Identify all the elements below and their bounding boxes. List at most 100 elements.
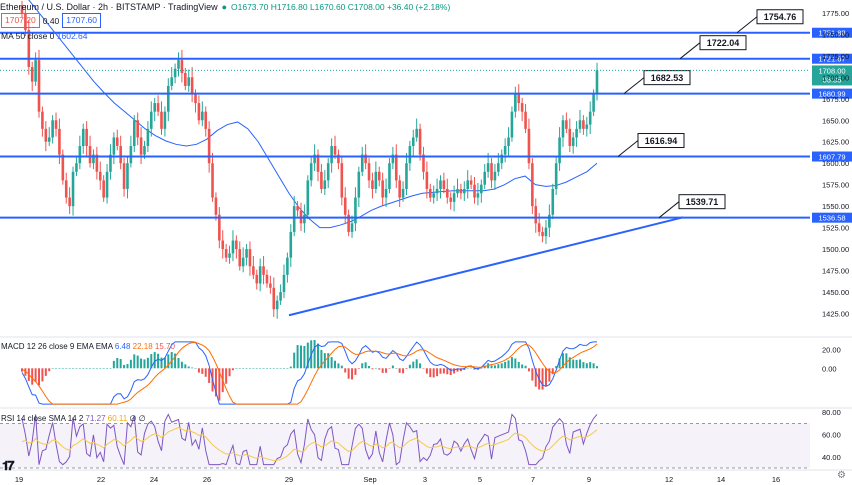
candle[interactable] xyxy=(415,128,418,138)
candle[interactable] xyxy=(548,214,551,228)
candle[interactable] xyxy=(258,266,262,284)
candle[interactable] xyxy=(422,154,425,172)
candle[interactable] xyxy=(357,171,361,198)
candle[interactable] xyxy=(459,188,463,194)
candle[interactable] xyxy=(75,163,78,172)
candles[interactable] xyxy=(20,0,599,319)
candle[interactable] xyxy=(34,60,37,82)
candle[interactable] xyxy=(78,146,82,164)
candle[interactable] xyxy=(510,111,514,138)
candle[interactable] xyxy=(24,12,27,31)
candle[interactable] xyxy=(377,171,381,181)
candle[interactable] xyxy=(578,120,582,129)
candle[interactable] xyxy=(207,128,211,164)
candle[interactable] xyxy=(143,146,146,155)
ma-legend[interactable]: MA 50 close 0 1602.64 xyxy=(1,31,88,41)
candle[interactable] xyxy=(85,128,88,147)
candle[interactable] xyxy=(197,103,201,121)
candle[interactable] xyxy=(306,180,310,215)
candle[interactable] xyxy=(146,128,150,147)
candle[interactable] xyxy=(354,197,357,224)
candle[interactable] xyxy=(483,171,487,185)
candle[interactable] xyxy=(81,128,85,147)
candle[interactable] xyxy=(588,111,592,125)
candle[interactable] xyxy=(394,154,398,181)
candle[interactable] xyxy=(592,94,595,112)
candle[interactable] xyxy=(235,240,238,250)
candle[interactable] xyxy=(54,120,58,129)
candle[interactable] xyxy=(58,128,61,155)
candle[interactable] xyxy=(160,111,163,129)
candle[interactable] xyxy=(367,163,371,181)
candle[interactable] xyxy=(401,188,405,198)
candle[interactable] xyxy=(520,103,524,112)
candle[interactable] xyxy=(371,180,374,189)
buy-button[interactable]: 1707.60 xyxy=(62,13,102,28)
candle[interactable] xyxy=(439,180,442,189)
candle[interactable] xyxy=(252,266,255,275)
candle[interactable] xyxy=(595,70,599,95)
candle[interactable] xyxy=(194,94,197,104)
candle[interactable] xyxy=(68,197,71,207)
candle[interactable] xyxy=(374,171,378,189)
candle[interactable] xyxy=(337,154,340,164)
candle[interactable] xyxy=(241,257,245,267)
gear-icon[interactable]: ⚙ xyxy=(837,470,846,481)
candle[interactable] xyxy=(486,163,490,172)
candle[interactable] xyxy=(316,154,320,172)
candle[interactable] xyxy=(313,154,316,164)
candle[interactable] xyxy=(139,137,143,155)
candle[interactable] xyxy=(449,197,452,202)
candle[interactable] xyxy=(364,154,367,164)
candle[interactable] xyxy=(551,188,555,215)
candle[interactable] xyxy=(398,180,401,198)
candle[interactable] xyxy=(95,154,99,172)
candle[interactable] xyxy=(279,292,282,301)
candle[interactable] xyxy=(561,120,565,138)
candle[interactable] xyxy=(71,171,75,207)
candle[interactable] xyxy=(469,180,473,185)
candle[interactable] xyxy=(262,266,265,275)
candle[interactable] xyxy=(167,85,170,112)
candle[interactable] xyxy=(428,188,432,198)
candle[interactable] xyxy=(173,68,177,78)
candle[interactable] xyxy=(490,163,493,181)
candle[interactable] xyxy=(466,180,470,189)
candle[interactable] xyxy=(418,128,422,155)
candle[interactable] xyxy=(565,120,568,129)
candle[interactable] xyxy=(388,163,391,189)
candle[interactable] xyxy=(527,128,531,164)
candle[interactable] xyxy=(214,197,218,215)
callout-box[interactable] xyxy=(756,9,804,25)
candle[interactable] xyxy=(129,146,133,164)
candle[interactable] xyxy=(248,249,252,267)
candle[interactable] xyxy=(473,184,476,198)
candle[interactable] xyxy=(531,163,534,207)
candle[interactable] xyxy=(112,137,116,155)
candle[interactable] xyxy=(61,154,65,181)
candle[interactable] xyxy=(347,214,350,232)
candle[interactable] xyxy=(238,249,242,267)
candle[interactable] xyxy=(303,214,306,224)
candle[interactable] xyxy=(480,184,483,194)
candle[interactable] xyxy=(340,163,344,198)
candle[interactable] xyxy=(132,120,136,147)
candle[interactable] xyxy=(514,94,517,112)
candle[interactable] xyxy=(456,188,459,194)
candle[interactable] xyxy=(201,111,204,121)
candle[interactable] xyxy=(343,197,347,215)
candle[interactable] xyxy=(88,146,92,164)
candle[interactable] xyxy=(534,206,538,224)
candle[interactable] xyxy=(20,6,24,13)
symbol-title[interactable]: Ethereum / U.S. Dollar · 2h · BITSTAMP ·… xyxy=(0,2,218,12)
candle[interactable] xyxy=(558,137,561,164)
candle[interactable] xyxy=(64,180,68,198)
candle[interactable] xyxy=(493,171,497,181)
candle[interactable] xyxy=(452,193,456,202)
candle[interactable] xyxy=(115,137,119,147)
candle[interactable] xyxy=(384,188,388,198)
candle[interactable] xyxy=(119,146,122,164)
candle[interactable] xyxy=(224,249,228,258)
candle[interactable] xyxy=(381,180,384,198)
